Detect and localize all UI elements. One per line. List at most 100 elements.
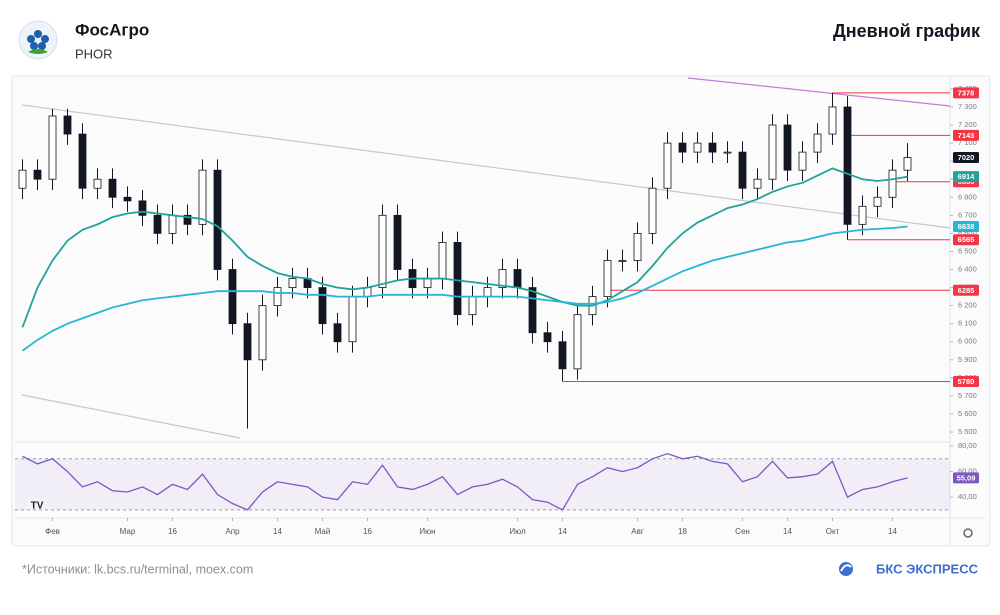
- price-tag: [953, 221, 979, 233]
- price-tag-label: 7378: [958, 88, 975, 97]
- price-tag-label: 55,09: [957, 473, 976, 482]
- candle-body: [543, 332, 552, 343]
- moving-average: [21, 225, 908, 352]
- chart-kind: Дневной график: [833, 21, 981, 41]
- candle-body: [393, 214, 402, 270]
- candle-body: [873, 196, 882, 207]
- x-tick-label: 14: [273, 527, 282, 536]
- y-tick-label: 5 500: [958, 427, 977, 436]
- candle-body: [813, 133, 822, 153]
- x-tick-label: 14: [558, 527, 567, 536]
- candle-body: [498, 269, 507, 288]
- settings-icon[interactable]: [963, 528, 973, 538]
- x-tick-label: Окт: [826, 527, 840, 536]
- candle-body: [618, 260, 627, 262]
- candle-body: [183, 214, 192, 225]
- candle-body: [18, 169, 27, 189]
- x-tick-label: 14: [888, 527, 897, 536]
- candle-body: [738, 151, 747, 189]
- price-tag: [953, 375, 979, 387]
- candle-body: [858, 205, 867, 225]
- candle-body: [633, 232, 642, 261]
- y-tick-label: 7 100: [958, 138, 977, 147]
- price-tag-label: 7143: [958, 131, 975, 140]
- logo: [18, 20, 58, 60]
- price-tag: [953, 87, 979, 99]
- candle-body: [333, 323, 342, 343]
- candle-body: [153, 214, 162, 234]
- y-tick-label: 6 800: [958, 192, 977, 201]
- candle-body: [753, 178, 762, 189]
- price-tag-label: 7020: [958, 153, 975, 162]
- candle-body: [348, 296, 357, 343]
- tv-logo: TV: [26, 498, 48, 513]
- candle-body: [93, 178, 102, 189]
- candle-body: [63, 115, 72, 135]
- candle-body: [603, 260, 612, 298]
- price-tag: [953, 472, 979, 484]
- y-tick-label: 6 000: [958, 337, 977, 346]
- y-tick-label: 60,00: [958, 467, 977, 476]
- candle-body: [258, 305, 267, 361]
- brand-icon: [839, 562, 853, 576]
- y-tick-label: 5 900: [958, 355, 977, 364]
- candle-body: [903, 157, 912, 171]
- price-tag-label: 6565: [958, 235, 975, 244]
- y-tick-label: 5 600: [958, 409, 977, 418]
- candle-body: [798, 151, 807, 171]
- price-tag-label: 6914: [958, 172, 976, 181]
- candle-body: [213, 169, 222, 270]
- candle-body: [453, 242, 462, 316]
- y-tick-label: 80,00: [958, 441, 977, 450]
- price-tag-label: 6285: [958, 286, 975, 295]
- candle-body: [483, 287, 492, 298]
- company-name: ФосАгро: [75, 20, 149, 39]
- price-tag: [953, 152, 979, 164]
- brand: БКС ЭКСПРЕСС: [876, 561, 979, 576]
- trend-line: [21, 104, 951, 229]
- candle-body: [198, 169, 207, 225]
- y-tick-label: 6 100: [958, 319, 977, 328]
- candle-body: [78, 133, 87, 189]
- y-tick-label: 6 400: [958, 264, 977, 273]
- candle-body: [363, 287, 372, 298]
- candle-body: [438, 242, 447, 279]
- x-tick-label: 14: [783, 527, 792, 536]
- candle-body: [783, 124, 792, 171]
- price-tag: [953, 234, 979, 246]
- candle-body: [768, 124, 777, 180]
- moving-average: [21, 167, 908, 328]
- x-tick-label: 18: [678, 527, 687, 536]
- ticker: PHOR: [75, 46, 113, 61]
- candle-body: [228, 269, 237, 325]
- x-tick-label: 16: [168, 527, 177, 536]
- candle-body: [843, 106, 852, 225]
- candle-body: [288, 278, 297, 288]
- candle-body: [888, 169, 897, 198]
- x-tick-label: Сен: [735, 527, 750, 536]
- price-tag-label: 6638: [958, 222, 975, 231]
- candle-body: [168, 214, 177, 234]
- price-tag: [953, 284, 979, 296]
- x-tick-label: Июл: [509, 527, 526, 536]
- price-tag-label: 5780: [958, 377, 975, 386]
- candle-body: [138, 200, 147, 216]
- candle-body: [468, 296, 477, 316]
- trend-line: [21, 394, 241, 439]
- y-tick-label: 6 600: [958, 228, 977, 237]
- y-tick-label: 6 700: [958, 210, 977, 219]
- y-tick-label: 7 200: [958, 120, 977, 129]
- y-tick-label: 6 500: [958, 246, 977, 255]
- x-tick-label: Май: [315, 527, 331, 536]
- candle-body: [663, 142, 672, 189]
- candle-body: [33, 169, 42, 180]
- y-tick-label: 7 300: [958, 102, 977, 111]
- candle-body: [693, 142, 702, 153]
- y-tick-label: 40,00: [958, 492, 977, 501]
- candle-body: [708, 142, 717, 153]
- candle-body: [513, 269, 522, 288]
- candle-body: [48, 115, 57, 180]
- candle-body: [318, 287, 327, 325]
